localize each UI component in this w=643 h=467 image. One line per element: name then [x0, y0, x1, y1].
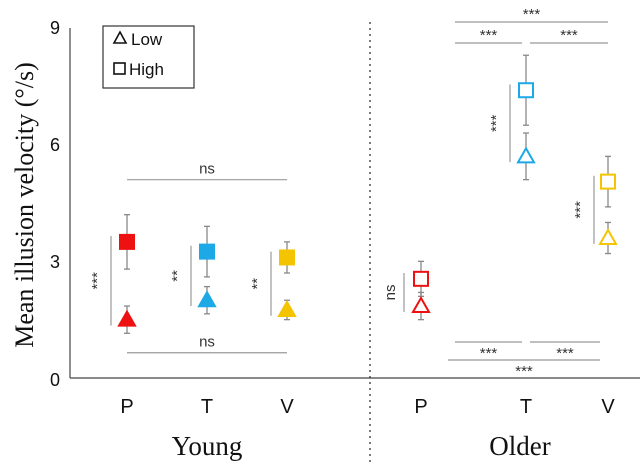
group-label-older: Older: [489, 431, 550, 461]
data-point-high: [413, 270, 429, 287]
data-point-low: [516, 146, 536, 164]
annotation-label: ***: [480, 345, 498, 362]
x-tick-label: V: [280, 396, 294, 418]
data-point-low: [598, 227, 618, 245]
y-tick-label: 0: [50, 370, 60, 390]
data-marks: [117, 54, 618, 334]
annotation-label: ***: [572, 201, 589, 219]
data-point-high: [518, 82, 534, 99]
data-point-high: [199, 243, 215, 260]
legend-label-high: High: [129, 60, 164, 79]
data-point-high: [600, 173, 616, 190]
legend-label-low: Low: [131, 30, 163, 49]
annotation-label: **: [169, 270, 186, 282]
annotation-label: ***: [556, 345, 574, 362]
annotation-label: **: [249, 278, 266, 290]
annotation-label: ***: [560, 27, 578, 44]
legend-triangle-icon: [112, 30, 128, 44]
x-tick-label: V: [601, 396, 615, 418]
data-point-low: [411, 296, 431, 314]
data-point-low: [117, 309, 137, 327]
y-tick-label: 6: [50, 135, 60, 155]
data-point-high: [279, 249, 295, 266]
annotation-label: ***: [480, 27, 498, 44]
annotation-label: ns: [199, 161, 215, 178]
x-tick-label: T: [201, 396, 213, 418]
legend-square-icon: [113, 62, 126, 75]
x-tick-label: P: [414, 396, 427, 418]
x-tick-label: T: [520, 396, 532, 418]
group-label-young: Young: [172, 431, 243, 461]
y-axis-label: Mean illusion velocity (°/s): [10, 62, 39, 348]
data-point-high: [119, 233, 135, 250]
data-point-low: [197, 290, 217, 308]
annotation-label: ***: [488, 114, 505, 132]
annotation-label: ns: [199, 334, 215, 351]
y-tick-label: 9: [50, 18, 60, 38]
annotation-label: ***: [523, 6, 541, 23]
x-tick-label: P: [120, 396, 133, 418]
annotation-label: ***: [515, 363, 533, 380]
annotation-label: ns: [382, 285, 399, 301]
data-point-low: [277, 299, 297, 317]
y-tick-label: 3: [50, 252, 60, 272]
annotation-label: ***: [89, 272, 106, 290]
